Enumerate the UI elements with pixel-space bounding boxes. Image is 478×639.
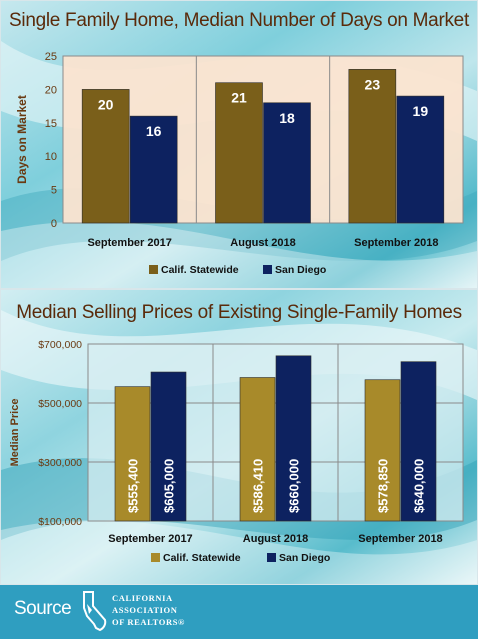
legend-swatch — [267, 553, 276, 562]
data-label: 18 — [279, 110, 295, 126]
source-label: Source — [14, 598, 72, 619]
legend-label: Calif. Statewide — [161, 264, 239, 276]
y-axis-label: Days on Market — [15, 95, 29, 184]
chart-title: Median Selling Prices of Existing Single… — [16, 302, 462, 323]
logo-line: OF REALTORS® — [112, 617, 185, 627]
bar — [215, 82, 263, 224]
y-tick-label: 25 — [45, 51, 57, 63]
plot-area — [87, 343, 464, 522]
bar — [275, 355, 312, 522]
data-label: $605,000 — [162, 459, 177, 513]
data-label: $555,400 — [126, 459, 141, 513]
y-tick-label: 5 — [51, 185, 57, 197]
bar — [239, 377, 276, 522]
days-on-market-chart-panel: Single Family Home, Median Number of Day… — [0, 0, 478, 289]
bar — [114, 386, 151, 522]
y-tick-label: $500,000 — [38, 398, 82, 410]
category-label: August 2018 — [243, 533, 308, 545]
legend-label: San Diego — [279, 552, 330, 564]
median-price-bar-chart: $100,000 $300,000 $500,000 $700,000 Median P… — [9, 339, 464, 564]
logo-line: ASSOCIATION — [112, 605, 178, 615]
bar — [150, 371, 187, 522]
data-label: $660,000 — [287, 459, 302, 513]
data-label: $586,410 — [251, 459, 266, 513]
legend-swatch — [263, 265, 272, 274]
y-tick-label: $100,000 — [38, 516, 82, 528]
data-label: 20 — [98, 96, 114, 112]
data-label: $578,850 — [376, 459, 391, 513]
y-tick-label: $700,000 — [38, 339, 82, 351]
category-label: September 2018 — [358, 533, 442, 545]
bar — [396, 95, 445, 224]
california-state-icon — [83, 591, 107, 632]
legend-swatch — [149, 265, 158, 274]
legend-label: Calif. Statewide — [163, 552, 241, 564]
y-tick-label: 15 — [45, 118, 57, 130]
bar — [364, 379, 401, 522]
y-tick-label: 20 — [45, 84, 57, 96]
logo-line: CALIFORNIA — [112, 593, 173, 603]
source-footer: Source CALIFORNIA ASSOCIATION OF REALTOR… — [0, 585, 478, 639]
data-label: 19 — [413, 103, 429, 119]
bar — [81, 89, 130, 224]
days-on-market-bar-chart: 0 5 10 15 20 25 Days on Market 20 16 September 20… — [15, 51, 464, 276]
category-label: September 2017 — [108, 533, 192, 545]
bar — [348, 69, 397, 224]
data-label: 21 — [231, 90, 247, 106]
data-label: $640,000 — [412, 459, 427, 513]
y-tick-label: 0 — [51, 218, 57, 230]
legend-swatch — [151, 553, 160, 562]
y-tick-label: 10 — [45, 151, 57, 163]
y-tick-label: $300,000 — [38, 457, 82, 469]
category-label: August 2018 — [230, 237, 295, 249]
median-price-chart-panel: Median Selling Prices of Existing Single… — [0, 289, 478, 585]
data-label: 23 — [365, 76, 381, 92]
legend-label: San Diego — [275, 264, 326, 276]
california-association-of-realtors-logo: CALIFORNIA ASSOCIATION OF REALTORS® — [78, 588, 238, 636]
plot-area — [62, 55, 464, 224]
bar — [129, 115, 178, 224]
category-label: September 2017 — [87, 237, 171, 249]
data-label: 16 — [146, 123, 162, 139]
chart-title: Single Family Home, Median Number of Day… — [9, 10, 469, 31]
category-label: September 2018 — [354, 237, 438, 249]
y-axis-label: Median Price — [9, 399, 21, 467]
bar — [400, 361, 437, 522]
bar — [263, 102, 311, 224]
